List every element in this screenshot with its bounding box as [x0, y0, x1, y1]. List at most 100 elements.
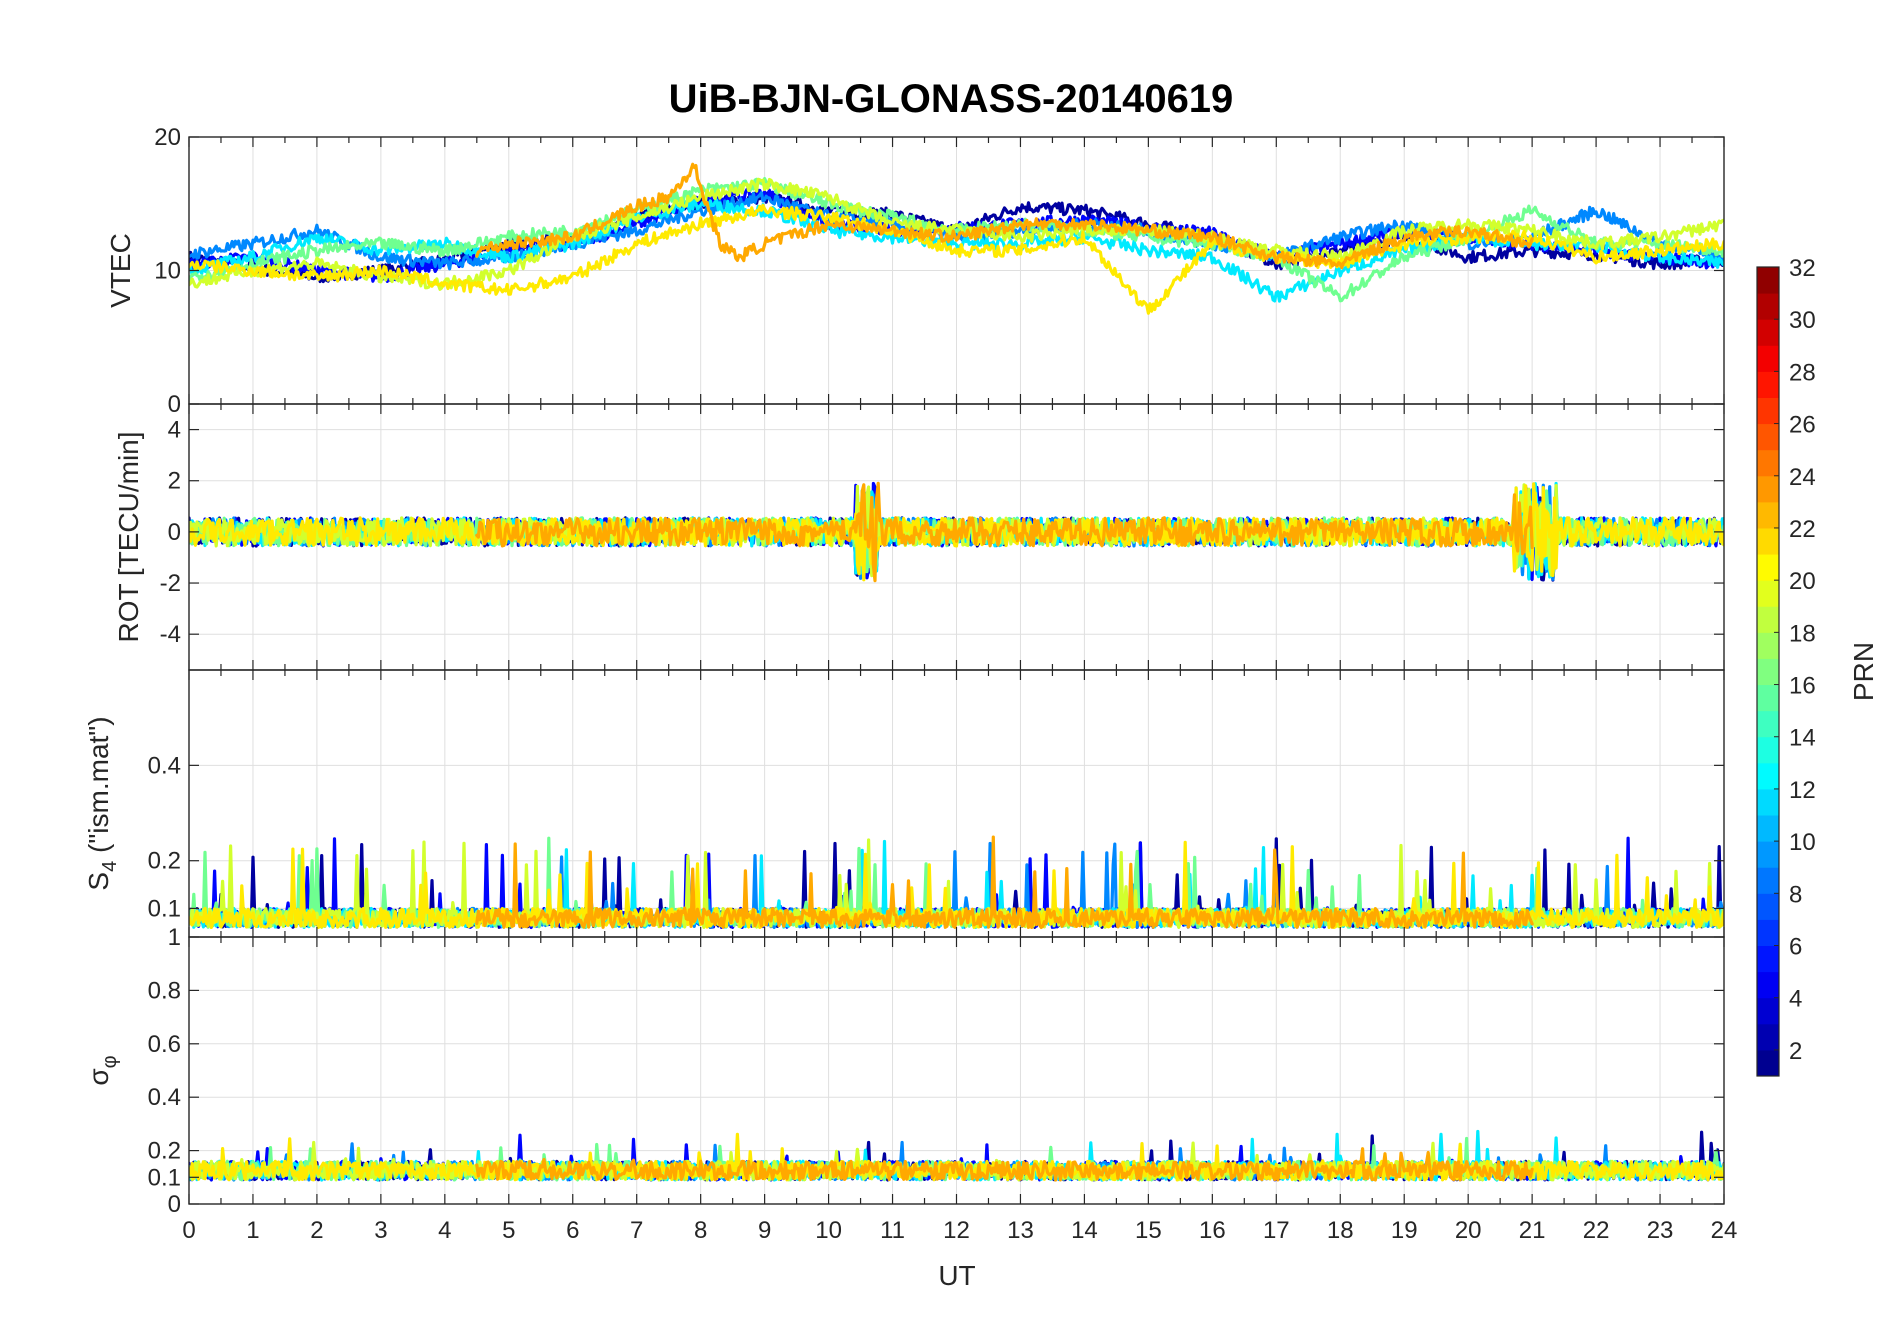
chart-title: UiB-BJN-GLONASS-20140619 [669, 77, 1234, 121]
colorbar-tick-label: 2 [1789, 1038, 1802, 1065]
x-tick-label: 5 [502, 1217, 515, 1244]
colorbar-segment [1757, 527, 1779, 555]
colorbar-tick-label: 4 [1789, 986, 1802, 1013]
x-tick-label: 15 [1135, 1217, 1162, 1244]
vtec-traces [189, 162, 1724, 315]
colorbar-segment [1757, 267, 1779, 294]
colorbar-tick-label: 28 [1789, 359, 1816, 386]
vtec-y-tick-label: 10 [154, 258, 181, 285]
colorbar-segment [1757, 997, 1779, 1025]
colorbar-label: PRN [1848, 642, 1879, 701]
x-tick-label: 11 [880, 1217, 905, 1244]
colorbar-segment [1757, 371, 1779, 398]
colorbar-segment [1757, 554, 1779, 581]
colorbar-tick-label: 18 [1789, 620, 1816, 647]
colorbar-segment [1757, 319, 1779, 346]
vtec-y-tick-label: 0 [168, 391, 181, 418]
x-tick-label: 10 [815, 1217, 842, 1244]
colorbar-segment [1757, 397, 1779, 425]
x-tick-label: 24 [1711, 1217, 1738, 1244]
x-tick-label: 13 [1007, 1217, 1034, 1244]
colorbar-segment [1757, 475, 1779, 503]
x-tick-label: 6 [566, 1217, 579, 1244]
sigma-y-axis-label: σφ [83, 1055, 121, 1085]
sigma-trace-prn-21 [189, 1132, 1724, 1182]
rot-y-tick-label: 2 [168, 468, 181, 495]
colorbar-tick-label: 12 [1789, 777, 1816, 804]
colorbar-tick-label: 6 [1789, 934, 1802, 961]
colorbar-tick-label: 20 [1789, 568, 1816, 595]
x-tick-label: 4 [438, 1217, 451, 1244]
s4-traces [189, 835, 1724, 930]
sigma-y-tick-label: 0.2 [148, 1138, 181, 1165]
s4-y-tick-label: 0.4 [148, 752, 181, 779]
colorbar-segment [1757, 345, 1779, 372]
sigma-y-tick-label: 0.1 [148, 1164, 181, 1191]
colorbar-segment [1757, 293, 1779, 320]
x-tick-label: 16 [1199, 1217, 1226, 1244]
sigma-phi-panel: 00.10.2 0.4 0.6 0.8 1 σφ [83, 924, 1725, 1218]
colorbar-segment [1757, 501, 1779, 529]
x-axis-ticks: 0 1 2 3 4 5 6 7 8 9 10 11 12 13 14 15 16 17 18 19 20 21 22 23 24 [182, 1217, 1737, 1244]
rot-trace-prn-23 [475, 481, 1534, 583]
x-tick-label: 12 [943, 1217, 970, 1244]
colorbar-tick-label: 10 [1789, 829, 1816, 856]
colorbar-tick-label: 24 [1789, 464, 1816, 491]
s4-y-axis-label: S4 ("ism.mat") [83, 716, 121, 890]
colorbar-segment [1757, 867, 1779, 894]
ylabel-subscript: φ [99, 1055, 121, 1068]
ylabel-main: S [83, 872, 114, 891]
colorbar-segment [1757, 893, 1779, 920]
x-tick-label: 0 [182, 1217, 195, 1244]
rot-y-tick-label: -4 [160, 621, 181, 648]
x-tick-label: 8 [694, 1217, 707, 1244]
colorbar-segment [1757, 710, 1779, 738]
s4-y-tick-label: 0.1 [148, 895, 181, 922]
colorbar-segment [1757, 919, 1779, 947]
sigma-y-tick-label: 0 [168, 1191, 181, 1218]
x-tick-label: 23 [1647, 1217, 1674, 1244]
x-tick-label: 1 [246, 1217, 259, 1244]
vtec-y-tick-label: 20 [154, 124, 181, 151]
x-tick-label: 18 [1327, 1217, 1354, 1244]
colorbar-segment [1757, 815, 1779, 842]
colorbar-segment [1757, 971, 1779, 999]
colorbar-segment [1757, 658, 1779, 686]
colorbar-frame [1756, 266, 1780, 1077]
colorbar-tick-label: 16 [1789, 673, 1816, 700]
colorbar-segment [1757, 580, 1779, 607]
colorbar-tick-label: 32 [1789, 255, 1816, 282]
colorbar-tick-label: 8 [1789, 881, 1802, 908]
x-tick-label: 21 [1519, 1217, 1546, 1244]
x-tick-label: 7 [630, 1217, 643, 1244]
colorbar-tick-label: 26 [1789, 412, 1816, 439]
s4-trace-prn-21 [189, 840, 1724, 929]
colorbar-segment [1757, 606, 1779, 633]
ylabel-subscript: 4 [99, 861, 121, 872]
colorbar-segment [1757, 449, 1779, 477]
ylabel-main: σ [83, 1068, 114, 1085]
colorbar-segment [1757, 841, 1779, 868]
vtec-y-axis-label: VTEC [105, 233, 136, 308]
vtec-trace-prn-21 [189, 203, 1724, 315]
sigma-y-tick-label: 0.8 [148, 977, 181, 1004]
x-tick-label: 2 [310, 1217, 323, 1244]
x-axis-label: UT [938, 1260, 975, 1291]
x-tick-label: 9 [758, 1217, 771, 1244]
x-tick-label: 17 [1263, 1217, 1290, 1244]
sigma-trace-prn-23 [475, 1147, 1534, 1182]
x-tick-label: 22 [1583, 1217, 1610, 1244]
colorbar-segment [1757, 1049, 1779, 1077]
x-tick-label: 3 [374, 1217, 387, 1244]
s4-trace-prn-23 [475, 835, 1534, 929]
sigma-traces [189, 1129, 1724, 1182]
rot-y-tick-label: 4 [168, 417, 181, 444]
colorbar-segment [1757, 1023, 1779, 1051]
colorbar-segment [1757, 423, 1779, 451]
sigma-y-tick-label: 0.6 [148, 1031, 181, 1058]
vtec-panel: 0 10 20 VTEC [105, 124, 1725, 418]
colorbar-segment [1757, 632, 1779, 659]
colorbar-tick-label: 22 [1789, 516, 1816, 543]
